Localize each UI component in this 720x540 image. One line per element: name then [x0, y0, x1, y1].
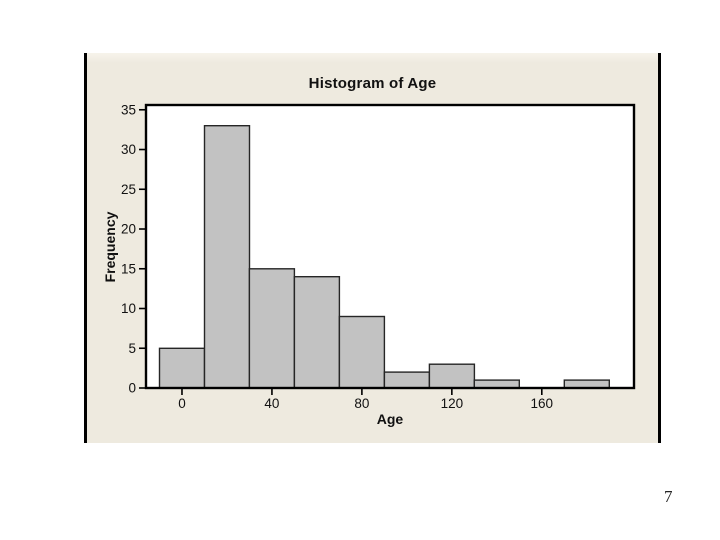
- y-tick-label: 0: [128, 381, 136, 396]
- y-tick-label: 25: [121, 182, 136, 197]
- x-tick-label: 120: [441, 396, 464, 411]
- y-tick-label: 30: [121, 142, 136, 157]
- y-tick-label: 15: [121, 261, 136, 276]
- y-tick-label: 20: [121, 222, 136, 237]
- histogram-bar: [248, 268, 296, 389]
- histogram-plot: 0 40 80 120 160 0 5 10 15 20 25 30 35: [121, 102, 636, 411]
- x-axis-title: Age: [376, 411, 404, 427]
- histogram-bar: [383, 371, 431, 389]
- plot-border: [144, 103, 636, 390]
- y-tick-label: 35: [121, 102, 136, 117]
- y-tick-label: 5: [128, 341, 136, 356]
- histogram-bar: [338, 315, 386, 389]
- y-tick-label: 10: [121, 301, 136, 316]
- histogram-bar: [203, 124, 251, 389]
- chart-frame: Histogram of Age 0 40 80 120 160 0 5 10 15 20 25 30…: [84, 53, 661, 443]
- page-number: 7: [664, 487, 673, 506]
- y-axis-title: Frequency: [102, 211, 118, 283]
- x-tick-label: 0: [178, 396, 186, 411]
- histogram-bar: [158, 347, 206, 389]
- chart-title: Histogram of Age: [308, 75, 437, 92]
- histogram-bar: [293, 275, 341, 389]
- x-tick-label: 160: [531, 396, 554, 411]
- x-tick-label: 80: [354, 396, 369, 411]
- x-tick-label: 40: [264, 396, 279, 411]
- histogram-bar: [428, 363, 476, 389]
